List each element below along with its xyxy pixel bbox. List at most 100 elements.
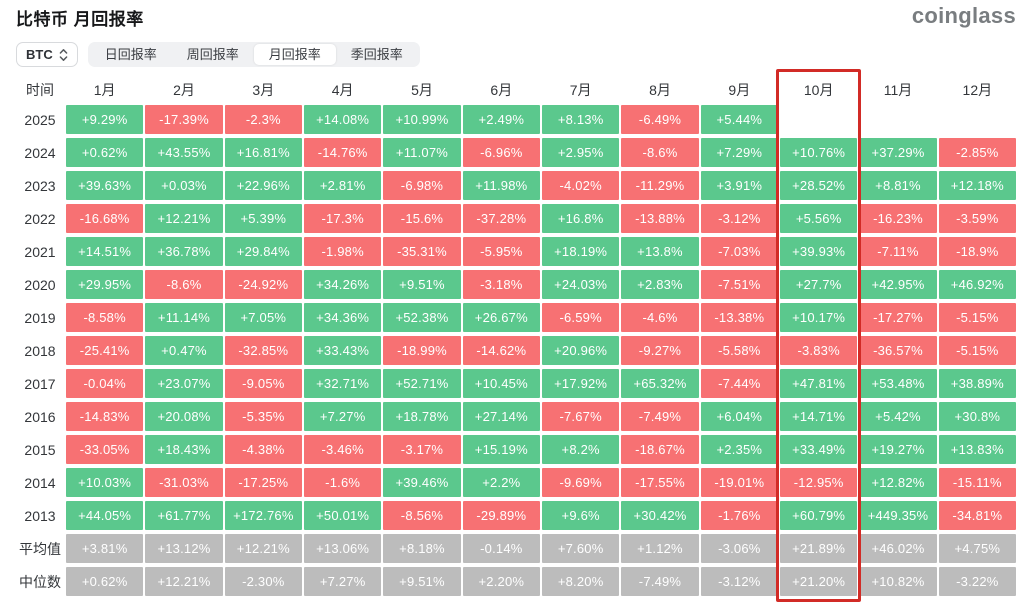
return-cell: -16.68% <box>66 204 144 233</box>
return-cell: -3.06% <box>700 534 778 563</box>
return-cell: -25.41% <box>66 336 144 365</box>
table-wrap: 时间 1月 2月 3月 4月 5月 6月 7月 8月 9月 10月 11月 12月 2025 +9.29% -… <box>16 69 1016 602</box>
return-cell: +33.43% <box>304 336 382 365</box>
return-cell: +10.17% <box>780 303 858 332</box>
month-header-10月: 10月 <box>803 82 834 98</box>
return-cell: +0.03% <box>145 171 223 200</box>
month-header-7月: 7月 <box>569 82 592 98</box>
row-label-2024: 2024 <box>24 144 56 161</box>
return-cell: +29.84% <box>224 237 302 266</box>
return-cell: -7.03% <box>700 237 778 266</box>
return-cell: +50.01% <box>304 501 382 530</box>
row-label-2019: 2019 <box>24 309 56 326</box>
return-cell: -19.01% <box>700 468 778 497</box>
return-cell: +12.82% <box>859 468 937 497</box>
month-header-6月: 6月 <box>490 82 513 98</box>
return-cell: +30.42% <box>621 501 699 530</box>
return-cell: +449.35% <box>859 501 937 530</box>
row-label-2022: 2022 <box>24 210 56 227</box>
return-cell: +1.12% <box>621 534 699 563</box>
return-cell: -13.38% <box>700 303 778 332</box>
return-cell: +21.89% <box>780 534 858 563</box>
return-cell: -32.85% <box>224 336 302 365</box>
return-cell: +33.49% <box>780 435 858 464</box>
return-cell: +43.55% <box>145 138 223 167</box>
return-cell: +2.20% <box>462 567 540 596</box>
return-cell: -6.49% <box>621 105 699 134</box>
row-label-2013: 2013 <box>24 507 56 524</box>
return-cell: +7.27% <box>304 402 382 431</box>
tab-季回报率[interactable]: 季回报率 <box>336 44 418 65</box>
return-cell: +10.76% <box>780 138 858 167</box>
return-cell: +22.96% <box>224 171 302 200</box>
month-header-9月: 9月 <box>728 82 751 98</box>
return-cell: -33.05% <box>66 435 144 464</box>
return-cell: -4.6% <box>621 303 699 332</box>
return-cell: -3.18% <box>462 270 540 299</box>
return-cell: -1.76% <box>700 501 778 530</box>
return-cell: +61.77% <box>145 501 223 530</box>
return-cell: +39.46% <box>383 468 461 497</box>
return-cell: -31.03% <box>145 468 223 497</box>
return-cell: +34.26% <box>304 270 382 299</box>
tab-周回报率[interactable]: 周回报率 <box>172 44 254 65</box>
return-cell: -11.29% <box>621 171 699 200</box>
return-cell: +37.29% <box>859 138 937 167</box>
return-cell: +10.03% <box>66 468 144 497</box>
return-cell: -0.14% <box>462 534 540 563</box>
return-cell: +2.95% <box>542 138 620 167</box>
return-cell: -9.05% <box>224 369 302 398</box>
return-cell: +14.71% <box>780 402 858 431</box>
return-cell: -6.59% <box>542 303 620 332</box>
tab-月回报率[interactable]: 月回报率 <box>253 44 336 65</box>
row-label-2014: 2014 <box>24 474 56 491</box>
return-cell: -2.3% <box>224 105 302 134</box>
return-cell: -15.6% <box>383 204 461 233</box>
return-cell: -14.62% <box>462 336 540 365</box>
month-header-2月: 2月 <box>173 82 195 98</box>
return-cell: -17.25% <box>224 468 302 497</box>
return-cell: +9.29% <box>66 105 144 134</box>
return-cell: +8.18% <box>383 534 461 563</box>
return-cell: +5.56% <box>780 204 858 233</box>
return-cell: -1.6% <box>304 468 382 497</box>
return-cell: +17.92% <box>542 369 620 398</box>
return-cell: -7.49% <box>621 402 699 431</box>
return-cell: +13.12% <box>145 534 223 563</box>
return-cell: -37.28% <box>462 204 540 233</box>
row-label-2016: 2016 <box>24 408 56 425</box>
return-cell <box>939 105 1016 134</box>
return-cell: +52.38% <box>383 303 461 332</box>
return-cell: +10.99% <box>383 105 461 134</box>
return-cell: +12.21% <box>145 567 223 596</box>
coin-selector[interactable]: BTC <box>16 42 78 67</box>
return-cell: -7.49% <box>621 567 699 596</box>
row-label-2015: 2015 <box>24 441 56 458</box>
coinglass-logo: coinglass <box>911 3 1016 28</box>
tab-日回报率[interactable]: 日回报率 <box>90 44 172 65</box>
controls-bar: BTC 日回报率 周回报率 月回报率 季回报率 <box>16 42 1016 67</box>
return-cell: -15.11% <box>938 468 1016 497</box>
return-cell: +12.21% <box>145 204 223 233</box>
return-cell: -18.9% <box>938 237 1016 266</box>
return-cell: -2.30% <box>224 567 302 596</box>
return-cell: -17.27% <box>859 303 937 332</box>
row-label-2025: 2025 <box>24 111 56 128</box>
return-cell: +30.8% <box>938 402 1016 431</box>
row-label-2021: 2021 <box>24 243 56 260</box>
return-cell: +27.7% <box>780 270 858 299</box>
return-cell: +60.79% <box>780 501 858 530</box>
return-cell: +18.19% <box>542 237 620 266</box>
return-cell: -1.98% <box>304 237 382 266</box>
return-cell: +18.43% <box>145 435 223 464</box>
return-cell: +36.78% <box>145 237 223 266</box>
return-cell: -9.69% <box>542 468 620 497</box>
row-label-中位数: 中位数 <box>19 573 61 590</box>
return-cell: +9.6% <box>542 501 620 530</box>
return-cell: +0.62% <box>66 138 144 167</box>
return-cell: +42.95% <box>859 270 937 299</box>
return-cell: +2.35% <box>700 435 778 464</box>
return-cell: -17.55% <box>621 468 699 497</box>
return-cell: -3.17% <box>383 435 461 464</box>
return-cell: +11.14% <box>145 303 223 332</box>
